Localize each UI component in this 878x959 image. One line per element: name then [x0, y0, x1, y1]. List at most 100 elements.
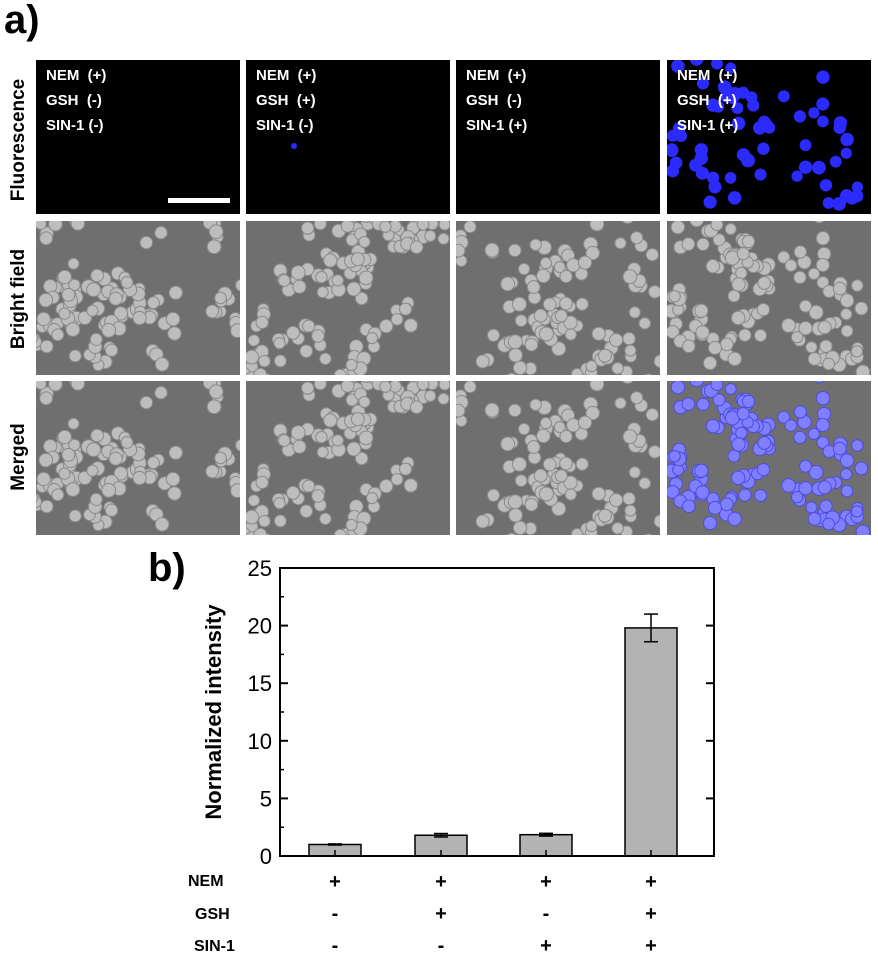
cell — [731, 437, 746, 452]
cell — [542, 297, 557, 312]
cell — [840, 324, 854, 338]
cell — [315, 430, 328, 444]
cell — [438, 381, 450, 391]
cell — [89, 332, 103, 346]
cell — [798, 321, 813, 336]
cell — [756, 463, 771, 477]
cell — [840, 468, 853, 481]
cell — [301, 381, 315, 395]
cell — [839, 453, 855, 468]
cell — [255, 475, 269, 490]
cell — [132, 310, 147, 326]
cell — [819, 499, 833, 513]
cell — [120, 276, 134, 289]
table-cell-sin1-1: - — [331, 935, 339, 957]
cell — [68, 438, 81, 452]
cell — [313, 221, 327, 231]
cell — [323, 413, 338, 428]
cell — [104, 503, 119, 517]
cell — [463, 221, 477, 234]
cell — [850, 345, 864, 358]
cell — [273, 337, 286, 350]
cell — [319, 352, 332, 366]
cell — [529, 398, 542, 412]
cell — [139, 235, 154, 250]
fluo-image-3: NEM (+) GSH (-) SIN-1 (+) — [456, 60, 660, 214]
cell — [638, 317, 652, 330]
cell — [311, 489, 325, 503]
fluorescent-cell — [829, 155, 842, 168]
cell — [645, 408, 659, 422]
cell — [781, 318, 796, 333]
cell — [703, 516, 718, 531]
cell — [533, 468, 548, 483]
cell — [511, 296, 527, 312]
cell — [517, 422, 531, 436]
cell — [366, 331, 379, 345]
fluorescent-cell — [851, 189, 864, 203]
cell — [712, 393, 726, 407]
cell — [167, 486, 182, 501]
fluo-image-4: NEM (+) GSH (+) SIN-1 (+) — [667, 60, 871, 214]
cell — [667, 324, 680, 339]
cell — [206, 239, 222, 255]
cell — [358, 270, 374, 286]
cell — [653, 354, 660, 369]
fluorescent-cell — [725, 90, 740, 105]
y-tick-label: 15 — [248, 671, 272, 696]
fluorescent-cell — [840, 147, 852, 159]
cell — [484, 242, 500, 258]
cell — [58, 467, 71, 480]
cell — [819, 339, 833, 353]
cell — [682, 339, 696, 354]
cell — [67, 257, 80, 270]
cell — [814, 221, 825, 224]
cell — [851, 279, 864, 292]
cell — [108, 291, 123, 306]
cell — [437, 392, 450, 405]
fluorescent-cell — [291, 143, 297, 149]
cell — [536, 268, 551, 284]
fluo-image-2: NEM (+) GSH (+) SIN-1 (-) — [246, 60, 450, 214]
bar — [624, 627, 678, 857]
bf-image-1 — [36, 221, 240, 375]
cell — [506, 372, 517, 375]
cell — [808, 304, 824, 320]
cell — [682, 499, 696, 514]
cell — [727, 511, 742, 527]
cell — [790, 490, 804, 504]
cell — [403, 318, 418, 333]
cell — [589, 221, 605, 232]
cell — [542, 457, 557, 472]
cell — [730, 470, 746, 486]
cell — [258, 514, 271, 528]
cell — [536, 428, 551, 444]
cell — [361, 381, 371, 384]
fluorescent-cell — [757, 115, 771, 129]
cell — [577, 255, 593, 270]
cell — [484, 402, 500, 418]
fluorescent-cell — [689, 60, 704, 66]
cell — [90, 428, 104, 443]
cell — [51, 488, 65, 502]
cell — [524, 337, 539, 352]
cell — [741, 394, 756, 409]
table-cell-sin1-4: + — [645, 935, 657, 957]
cell — [86, 282, 102, 298]
cell — [670, 381, 686, 395]
table-cell-sin1-3: + — [540, 935, 552, 957]
cell — [311, 329, 325, 343]
cell — [437, 232, 450, 245]
fluorescent-cell — [777, 90, 790, 103]
cell — [108, 451, 123, 466]
cell — [839, 293, 855, 308]
cell — [290, 425, 306, 440]
cell — [302, 319, 316, 333]
cell — [409, 240, 424, 254]
cell — [585, 245, 600, 261]
cell — [36, 381, 47, 391]
cell — [379, 221, 392, 233]
cell — [235, 278, 240, 292]
cell — [526, 440, 541, 454]
cell — [354, 451, 369, 466]
